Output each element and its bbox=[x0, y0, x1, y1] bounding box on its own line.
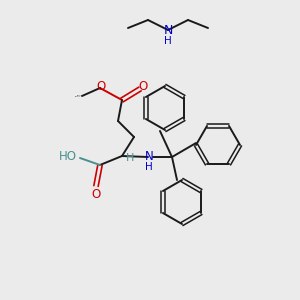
Text: N: N bbox=[145, 149, 153, 163]
Text: H: H bbox=[145, 162, 153, 172]
Text: methoxy: methoxy bbox=[77, 95, 83, 96]
Text: HO: HO bbox=[59, 151, 77, 164]
Text: O: O bbox=[92, 188, 100, 200]
Text: O: O bbox=[96, 80, 106, 94]
Text: methoxy: methoxy bbox=[75, 94, 81, 95]
Text: O: O bbox=[138, 80, 148, 92]
Text: H: H bbox=[126, 153, 134, 163]
Text: methoxy: methoxy bbox=[75, 95, 81, 97]
Text: H: H bbox=[164, 36, 172, 46]
Text: N: N bbox=[163, 23, 173, 37]
